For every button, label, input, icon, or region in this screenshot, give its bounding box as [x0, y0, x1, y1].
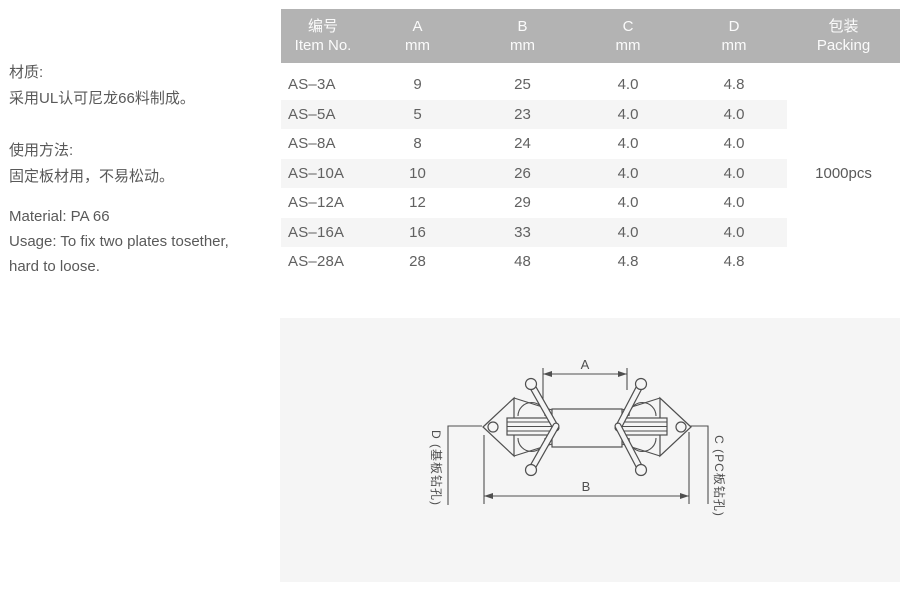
- col-header-c: C mm: [615, 18, 641, 54]
- item-no-cell: AS–28A: [288, 253, 345, 271]
- col-header-packing: 包装 Packing: [816, 18, 871, 54]
- leader-c: C (PC板钻孔): [690, 425, 727, 517]
- dim-b-cell: 29: [514, 194, 531, 212]
- spec-table: 编号 Item No. A mm B mm C mm D mm 包装 Packi…: [281, 9, 900, 277]
- col-header-d: D mm: [721, 18, 747, 54]
- dim-a-cell: 12: [409, 194, 426, 212]
- dim-d-cell: 4.0: [723, 194, 745, 212]
- table-body: AS–3A 9 25 4.0 4.8 AS–5A 5 23 4.0 4.0 AS…: [281, 70, 900, 277]
- dim-d-cell: 4.0: [723, 223, 745, 241]
- usage-text-en-line2: hard to loose.: [9, 258, 100, 275]
- material-label-zh: 材质:: [9, 64, 44, 81]
- right-clip: [621, 396, 692, 458]
- dim-a-cell: 8: [413, 135, 422, 153]
- center-body: [551, 408, 623, 448]
- dim-b-cell: 24: [514, 135, 531, 153]
- right-hole: [675, 421, 687, 433]
- part-drawing: A B D (基板钻孔) C (PC板钻孔): [429, 357, 727, 517]
- usage-label-zh: 使用方法:: [9, 142, 74, 159]
- dim-d-cell: 4.8: [723, 76, 745, 94]
- item-no-cell: AS–12A: [288, 194, 345, 212]
- item-no-cell: AS–10A: [288, 164, 345, 182]
- col-header-b: B mm: [510, 18, 535, 54]
- table-row: AS–12A 12 29 4.0 4.0: [281, 188, 787, 218]
- leader-d-label: D (基板钻孔): [429, 430, 444, 506]
- item-no-cell: AS–5A: [288, 105, 336, 123]
- col-header-a: A mm: [405, 18, 430, 54]
- dim-c-cell: 4.0: [617, 105, 639, 123]
- leg-ball: [524, 377, 538, 391]
- dimension-diagram: A B D (基板钻孔) C (PC板钻孔): [280, 318, 900, 582]
- material-text-en: Material: PA 66: [9, 208, 110, 225]
- dimension-a: A: [542, 357, 628, 407]
- table-row: AS–10A 10 26 4.0 4.0: [281, 158, 787, 188]
- dim-d-cell: 4.0: [723, 164, 745, 182]
- dim-b-cell: 48: [514, 253, 531, 271]
- dim-c-cell: 4.0: [617, 135, 639, 153]
- leader-d: D (基板钻孔): [429, 425, 482, 506]
- left-hole: [487, 421, 499, 433]
- item-no-cell: AS–16A: [288, 223, 345, 241]
- packing-value: 1000pcs: [815, 164, 872, 182]
- dim-c-cell: 4.0: [617, 76, 639, 94]
- dim-c-cell: 4.8: [617, 253, 639, 271]
- dim-b-cell: 33: [514, 223, 531, 241]
- usage-text-en-line1: Usage: To fix two plates tosether,: [9, 233, 229, 250]
- leg-ball: [634, 463, 648, 477]
- material-paragraph-zh: 材质: 采用UL认可尼龙66料制成。: [9, 60, 275, 112]
- info-panel: 材质: 采用UL认可尼龙66料制成。 使用方法: 固定板材用，不易松动。 Mat…: [9, 60, 275, 279]
- dim-a-cell: 5: [413, 105, 422, 123]
- dim-a-cell: 16: [409, 223, 426, 241]
- material-text-zh: 采用UL认可尼龙66料制成。: [9, 90, 195, 107]
- dim-b-cell: 26: [514, 164, 531, 182]
- dim-c-cell: 4.0: [617, 194, 639, 212]
- table-row: AS–28A 28 48 4.8 4.8: [281, 247, 787, 277]
- dim-a-cell: 9: [413, 76, 422, 94]
- dim-a-cell: 28: [409, 253, 426, 271]
- dim-d-cell: 4.0: [723, 105, 745, 123]
- usage-text-zh: 固定板材用，不易松动。: [9, 168, 175, 185]
- leg-ball: [634, 377, 648, 391]
- leg-ball: [524, 463, 538, 477]
- col-header-item: 编号 Item No.: [294, 18, 352, 54]
- table-row: AS–5A 5 23 4.0 4.0: [281, 99, 787, 129]
- table-row: AS–16A 16 33 4.0 4.0: [281, 217, 787, 247]
- table-row: AS–3A 9 25 4.0 4.8: [281, 70, 787, 100]
- dim-b-cell: 23: [514, 105, 531, 123]
- item-no-cell: AS–3A: [288, 76, 336, 94]
- leader-c-label: C (PC板钻孔): [712, 435, 727, 517]
- dim-a-label: A: [581, 357, 590, 372]
- legs: [524, 377, 648, 477]
- dim-c-cell: 4.0: [617, 223, 639, 241]
- table-rows: AS–3A 9 25 4.0 4.8 AS–5A 5 23 4.0 4.0 AS…: [281, 70, 787, 277]
- dimension-b: B: [483, 432, 690, 504]
- dim-b-cell: 25: [514, 76, 531, 94]
- dim-a-cell: 10: [409, 164, 426, 182]
- dim-b-label: B: [582, 479, 591, 494]
- dim-c-cell: 4.0: [617, 164, 639, 182]
- table-row: AS–8A 8 24 4.0 4.0: [281, 129, 787, 159]
- dim-d-cell: 4.0: [723, 135, 745, 153]
- dim-d-cell: 4.8: [723, 253, 745, 271]
- table-header-row: 编号 Item No. A mm B mm C mm D mm 包装 Packi…: [281, 9, 900, 63]
- material-usage-paragraph-en: Material: PA 66 Usage: To fix two plates…: [9, 204, 275, 279]
- item-no-cell: AS–8A: [288, 135, 336, 153]
- usage-paragraph-zh: 使用方法: 固定板材用，不易松动。: [9, 138, 275, 190]
